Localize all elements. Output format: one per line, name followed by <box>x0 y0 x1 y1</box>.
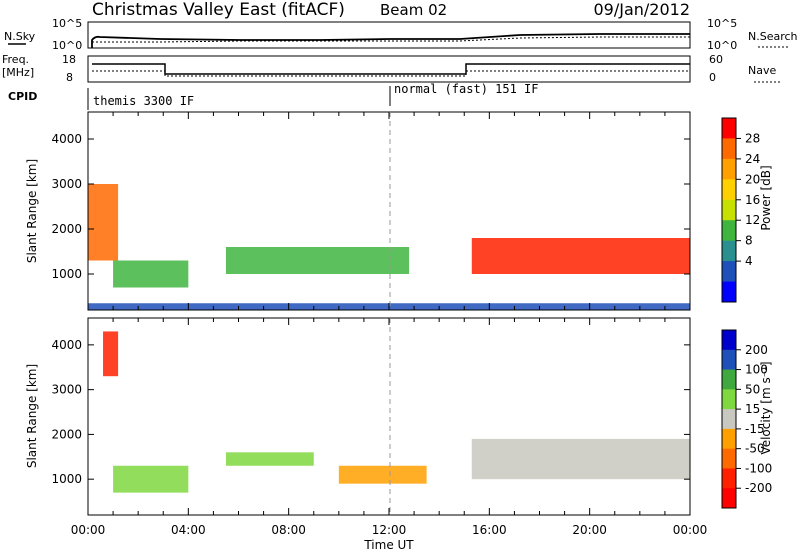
colorbar-tick-label: -15 <box>745 422 765 436</box>
echo-region-0 <box>103 331 119 377</box>
nave-tick-top: 60 <box>709 53 723 66</box>
colorbar-tick-label: 100 <box>745 363 768 377</box>
xtick-label: 00:00 <box>673 523 708 537</box>
power-ylabel: Slant Range [km] <box>25 159 39 263</box>
beam-label: Beam 02 <box>380 1 447 19</box>
echo-region-2 <box>225 247 410 274</box>
cpid-label: CPID <box>8 90 37 103</box>
colorbar-swatch <box>722 448 736 469</box>
colorbar-swatch <box>722 240 736 262</box>
colorbar-tick-label: 16 <box>745 193 760 207</box>
freq-panel: Freq. [MHz] 18 8 60 0 Nave <box>2 53 780 84</box>
nsky-trace <box>91 33 690 48</box>
colorbar-swatch <box>722 488 736 509</box>
nsearch-label: N.Search <box>748 30 798 43</box>
ytick-label: 4000 <box>51 338 82 352</box>
colorbar-swatch <box>722 281 736 303</box>
nsearch-tick-bottom: 10^0 <box>707 39 737 52</box>
colorbar-swatch <box>722 409 736 430</box>
colorbar-swatch <box>722 138 736 160</box>
colorbar-tick-label: -200 <box>745 481 772 495</box>
ytick-label: 3000 <box>51 383 82 397</box>
ytick-label: 2000 <box>51 222 82 236</box>
nave-tick-bottom: 0 <box>709 71 716 84</box>
colorbar-frame <box>721 117 737 303</box>
power-panel: 1000 2000 3000 4000 Slant Range [km] 28 24 20… <box>25 111 773 311</box>
cpid-mode-1: themis 3300 IF <box>93 94 194 108</box>
colorbar-swatch <box>722 220 736 242</box>
colorbar-frame <box>721 329 737 509</box>
colorbar-tick-label: 12 <box>745 213 760 227</box>
nave-trace <box>92 70 690 77</box>
colorbar-tick-label: 15 <box>745 402 760 416</box>
cpid-mode-2: normal (fast) 151 IF <box>394 82 539 96</box>
colorbar-swatch <box>722 468 736 489</box>
echo-region-3 <box>471 238 690 274</box>
echo-region-0 <box>88 184 119 261</box>
colorbar-swatch <box>722 369 736 390</box>
nsky-panel: N.Sky 10^5 10^0 10^5 10^0 N.Search <box>4 17 798 52</box>
echo-region-2 <box>225 452 314 466</box>
power-colorbar-label: Power [dB] <box>759 165 773 230</box>
colorbar-tick-label: 200 <box>745 343 768 357</box>
nsearch-tick-top: 10^5 <box>707 17 737 30</box>
freq-trace <box>92 63 690 75</box>
station-title: Christmas Valley East (fitACF) <box>92 0 345 20</box>
nave-label: Nave <box>748 64 776 77</box>
velocity-panel: 1000 2000 3000 4000 Slant Range [km] 200 100… <box>25 317 773 552</box>
xtick-label: 04:00 <box>171 523 206 537</box>
xtick-label: 16:00 <box>472 523 507 537</box>
freq-unit: [MHz] <box>2 66 34 79</box>
colorbar-tick-label: 28 <box>745 131 760 145</box>
colorbar-swatch <box>722 349 736 371</box>
nsearch-trace <box>92 36 690 43</box>
colorbar-swatch <box>722 118 736 139</box>
date-label: 09/Jan/2012 <box>593 0 690 19</box>
colorbar-tick-label: -50 <box>745 442 765 456</box>
colorbar-swatch <box>722 199 736 221</box>
colorbar-tick-label: 8 <box>745 234 753 248</box>
colorbar-swatch <box>722 428 736 450</box>
freq-label: Freq. <box>2 53 29 66</box>
ytick-label: 1000 <box>51 267 82 281</box>
xtick-label: 00:00 <box>71 523 106 537</box>
echo-region-4 <box>471 438 690 480</box>
velocity-colorbar-label: Velocity [m s⁻¹] <box>759 361 773 454</box>
colorbar-tick-label: 24 <box>745 152 760 166</box>
xtick-label: 20:00 <box>572 523 607 537</box>
xtick-label: 12:00 <box>372 523 407 537</box>
nsky-label: N.Sky <box>4 30 36 43</box>
ytick-label: 3000 <box>51 177 82 191</box>
time-axis-label: Time UT <box>363 538 414 552</box>
ytick-label: 1000 <box>51 472 82 486</box>
colorbar-swatch <box>722 261 736 283</box>
echo-region-3 <box>338 465 427 484</box>
colorbar-swatch <box>722 179 736 201</box>
freq-tick-bottom: 8 <box>66 71 73 84</box>
colorbar-tick-label: 20 <box>745 172 760 186</box>
colorbar-tick-label: -100 <box>745 461 772 475</box>
colorbar-tick-label: 4 <box>745 254 753 268</box>
colorbar-swatch <box>722 330 736 351</box>
freq-tick-top: 18 <box>62 53 76 66</box>
xtick-label: 08:00 <box>271 523 306 537</box>
ytick-label: 4000 <box>51 132 82 146</box>
colorbar-tick-label: 50 <box>745 382 760 396</box>
nsky-tick-top: 10^5 <box>52 17 82 30</box>
echo-region-1 <box>113 465 189 493</box>
echo-region-1 <box>113 260 189 288</box>
colorbar-swatch <box>722 389 736 410</box>
cpid-panel: CPID themis 3300 IF normal (fast) 151 IF <box>8 82 539 110</box>
ytick-label: 2000 <box>51 427 82 441</box>
nsky-tick-bottom: 10^0 <box>52 39 82 52</box>
velocity-ylabel: Slant Range [km] <box>25 364 39 468</box>
colorbar-swatch <box>722 158 736 180</box>
